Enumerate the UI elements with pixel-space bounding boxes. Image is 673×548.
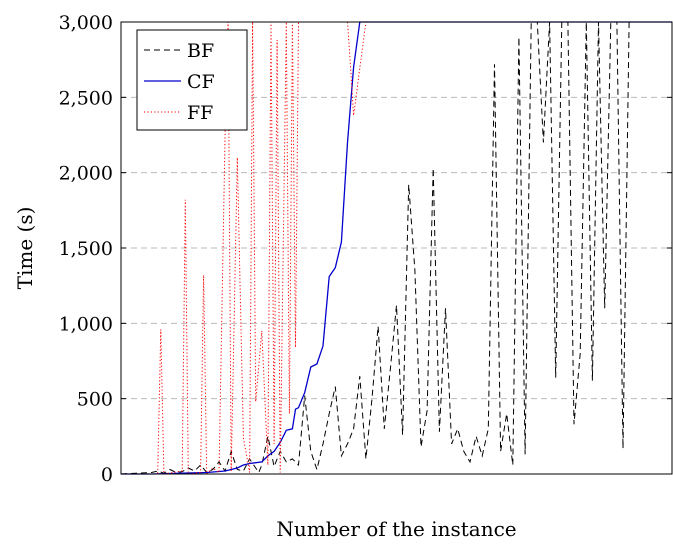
y-tick-label: 1,000 bbox=[59, 313, 113, 335]
y-tick-label: 1,500 bbox=[59, 238, 113, 260]
y-tick-label: 500 bbox=[77, 389, 113, 411]
legend: BF CF FF bbox=[136, 29, 248, 131]
x-axis-label: Number of the instance bbox=[276, 517, 516, 541]
y-tick-label: 2,500 bbox=[59, 87, 113, 109]
legend-box bbox=[136, 29, 248, 131]
y-axis-label: Time (s) bbox=[13, 207, 37, 290]
y-axis: 0 500 1,000 1,500 2,000 2,500 3,000 bbox=[59, 12, 672, 486]
legend-label-ff: FF bbox=[187, 102, 213, 124]
legend-label-cf: CF bbox=[187, 71, 215, 93]
legend-label-bf: BF bbox=[187, 40, 214, 62]
grid-lines bbox=[121, 96, 672, 400]
series-line-ff bbox=[121, 21, 367, 476]
y-tick-label: 3,000 bbox=[59, 12, 113, 34]
y-tick-label: 2,000 bbox=[59, 163, 113, 185]
y-tick-label: 0 bbox=[101, 464, 113, 486]
